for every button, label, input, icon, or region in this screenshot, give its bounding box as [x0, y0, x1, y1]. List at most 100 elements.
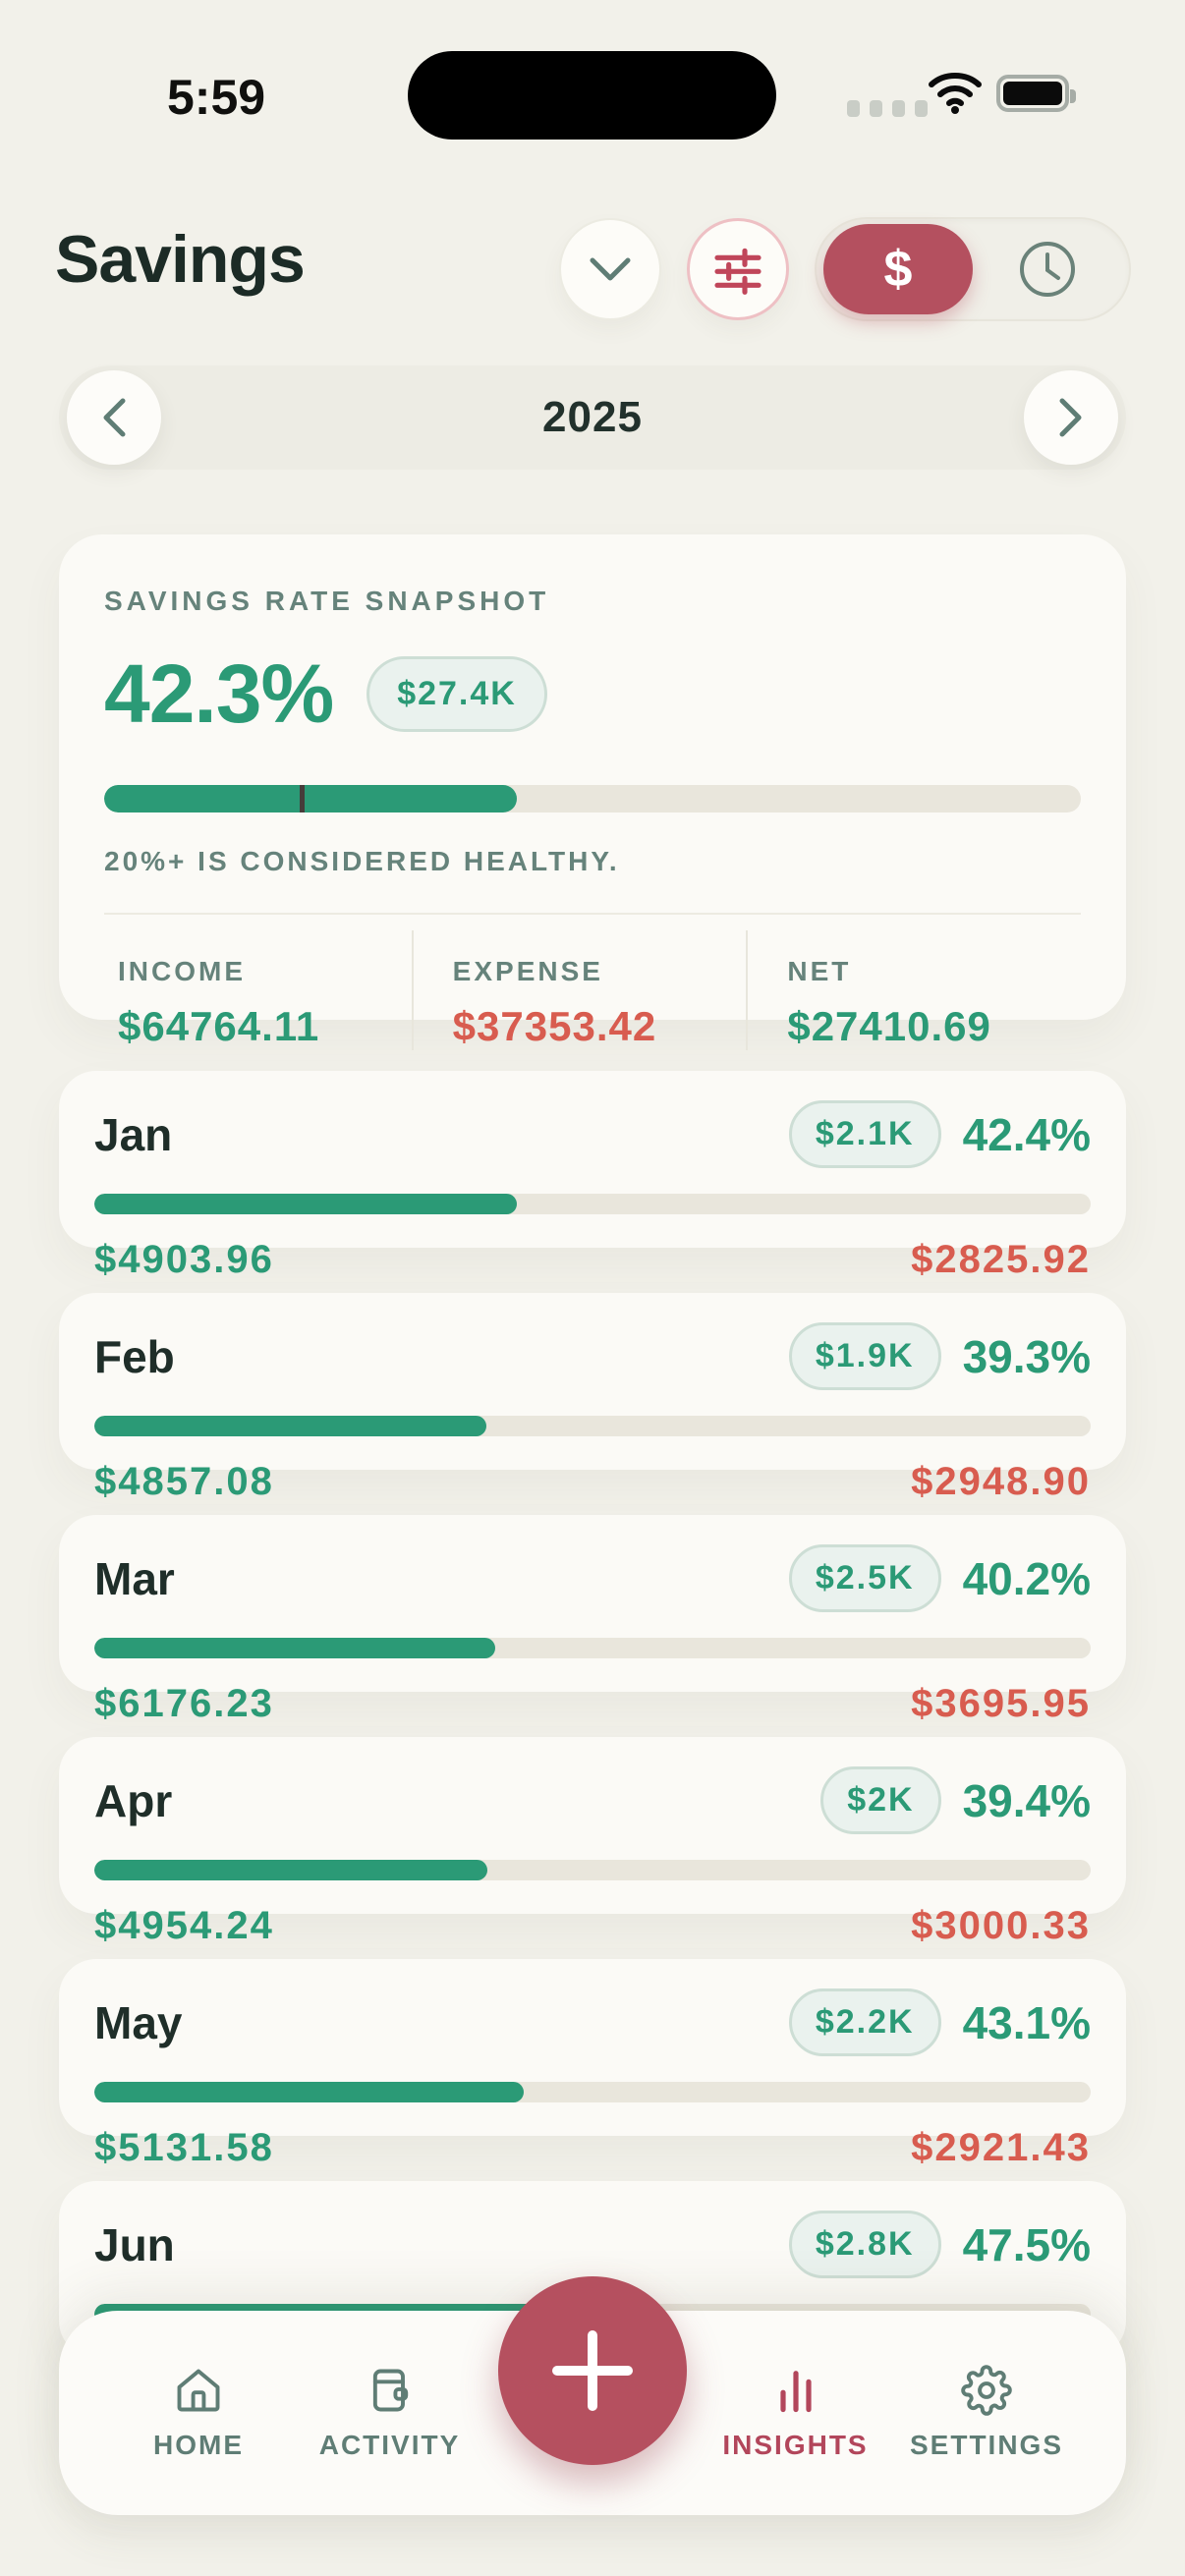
income-value: $64764.11 — [118, 1003, 320, 1049]
net-label: NET — [787, 956, 852, 986]
cellular-dots-icon — [847, 100, 928, 117]
savings-rate-progressbar — [104, 785, 1081, 812]
dollar-label: $ — [883, 241, 913, 298]
progress-fill — [104, 785, 518, 812]
month-income: $4903.96 — [94, 1238, 274, 1281]
month-name: Jun — [94, 2218, 175, 2270]
month-expense: $3000.33 — [911, 1904, 1091, 1947]
year-navigation: 2025 — [59, 365, 1126, 470]
totals-row: INCOME $64764.11 EXPENSE $37353.42 NET $… — [104, 930, 1081, 1050]
month-rate: 39.3% — [962, 1330, 1091, 1382]
month-list: Jan $2.1K 42.4% $4903.96 $2825.92 Feb $1.… — [59, 1071, 1126, 2358]
status-bar: 5:59 — [0, 0, 1185, 157]
plus-icon — [545, 2324, 640, 2418]
view-mode-toggle: $ — [815, 217, 1131, 321]
time-mode-button[interactable] — [973, 224, 1122, 314]
month-saved-badge: $1.9K — [788, 1322, 941, 1390]
chevron-left-icon — [101, 397, 127, 438]
nav-label: INSIGHTS — [722, 2430, 869, 2460]
bar-chart-icon — [770, 2365, 821, 2416]
healthy-note: 20%+ IS CONSIDERED HEALTHY. — [104, 846, 620, 876]
month-expense: $3695.95 — [911, 1682, 1091, 1725]
year-label: 2025 — [542, 393, 643, 441]
progress-fill — [94, 1416, 486, 1436]
wifi-icon — [928, 71, 983, 114]
wallet-icon — [365, 2365, 416, 2416]
month-saved-badge: $2.8K — [788, 2211, 941, 2278]
gear-icon — [961, 2365, 1012, 2416]
filter-button[interactable] — [687, 218, 789, 320]
month-rate: 42.4% — [962, 1108, 1091, 1160]
month-name: Jan — [94, 1108, 173, 1160]
nav-item-home[interactable]: HOME — [112, 2365, 285, 2461]
progress-fill — [94, 2082, 525, 2102]
month-row-feb[interactable]: Feb $1.9K 39.3% $4857.08 $2948.90 — [59, 1293, 1126, 1503]
month-expense: $2825.92 — [911, 1238, 1091, 1281]
month-income: $4857.08 — [94, 1460, 274, 1503]
divider — [104, 913, 1081, 915]
add-transaction-fab[interactable] — [498, 2276, 687, 2465]
expense-value: $37353.42 — [452, 1003, 657, 1049]
nav-label: SETTINGS — [909, 2430, 1063, 2460]
net-stat: NET $27410.69 — [746, 930, 1081, 1050]
month-name: Feb — [94, 1330, 175, 1382]
month-saved-badge: $2.1K — [788, 1100, 941, 1168]
progress-fill — [94, 1194, 517, 1214]
clock-time: 5:59 — [167, 70, 266, 125]
savings-rate-value: 42.3% — [104, 647, 334, 740]
income-label: INCOME — [118, 956, 246, 986]
chevron-down-icon — [589, 255, 632, 283]
healthy-threshold-marker — [299, 785, 305, 812]
next-year-button[interactable] — [1023, 370, 1118, 465]
month-saved-badge: $2K — [820, 1766, 941, 1834]
chevron-right-icon — [1058, 397, 1084, 438]
month-row-may[interactable]: May $2.2K 43.1% $5131.58 $2921.43 — [59, 1959, 1126, 2169]
sliders-icon — [710, 242, 765, 297]
savings-rate-snapshot-card: SAVINGS RATE SNAPSHOT 42.3% $27.4K 20%+ … — [59, 534, 1126, 1050]
savings-amount-badge: $27.4K — [367, 656, 547, 732]
net-value: $27410.69 — [787, 1003, 991, 1049]
month-income: $5131.58 — [94, 2126, 274, 2169]
prev-year-button[interactable] — [67, 370, 161, 465]
expense-label: EXPENSE — [452, 956, 603, 986]
nav-item-settings[interactable]: SETTINGS — [900, 2365, 1073, 2461]
battery-icon — [996, 75, 1076, 112]
month-rate: 40.2% — [962, 1552, 1091, 1604]
month-row-jan[interactable]: Jan $2.1K 42.4% $4903.96 $2825.92 — [59, 1071, 1126, 1281]
month-progressbar — [94, 1194, 1091, 1214]
home-icon — [173, 2365, 224, 2416]
nav-item-activity[interactable]: ACTIVITY — [304, 2365, 477, 2461]
month-saved-badge: $2.5K — [788, 1544, 941, 1612]
month-rate: 39.4% — [962, 1774, 1091, 1826]
nav-item-insights[interactable]: INSIGHTS — [709, 2365, 882, 2461]
nav-label: ACTIVITY — [318, 2430, 461, 2460]
month-income: $6176.23 — [94, 1682, 274, 1725]
month-income: $4954.24 — [94, 1904, 274, 1947]
nav-label: HOME — [153, 2430, 244, 2460]
collapse-button[interactable] — [559, 218, 661, 320]
month-progressbar — [94, 1860, 1091, 1880]
month-expense: $2948.90 — [911, 1460, 1091, 1503]
progress-fill — [94, 1638, 495, 1658]
month-progressbar — [94, 2082, 1091, 2102]
month-progressbar — [94, 1416, 1091, 1436]
month-name: Apr — [94, 1774, 173, 1826]
income-stat: INCOME $64764.11 — [104, 930, 412, 1050]
month-saved-badge: $2.2K — [788, 1988, 941, 2056]
month-progressbar — [94, 1638, 1091, 1658]
month-rate: 43.1% — [962, 1996, 1091, 2048]
month-expense: $2921.43 — [911, 2126, 1091, 2169]
header-controls: $ — [559, 217, 1131, 321]
month-row-apr[interactable]: Apr $2K 39.4% $4954.24 $3000.33 — [59, 1737, 1126, 1947]
page-title: Savings — [55, 222, 306, 297]
clock-icon — [1017, 239, 1078, 300]
progress-fill — [94, 1860, 487, 1880]
expense-stat: EXPENSE $37353.42 — [411, 930, 747, 1050]
month-row-mar[interactable]: Mar $2.5K 40.2% $6176.23 $3695.95 — [59, 1515, 1126, 1725]
month-name: May — [94, 1996, 183, 2048]
dynamic-island — [408, 51, 776, 140]
currency-mode-button[interactable]: $ — [823, 224, 973, 314]
snapshot-title: SAVINGS RATE SNAPSHOT — [104, 586, 550, 616]
month-name: Mar — [94, 1552, 175, 1604]
month-rate: 47.5% — [962, 2218, 1091, 2270]
